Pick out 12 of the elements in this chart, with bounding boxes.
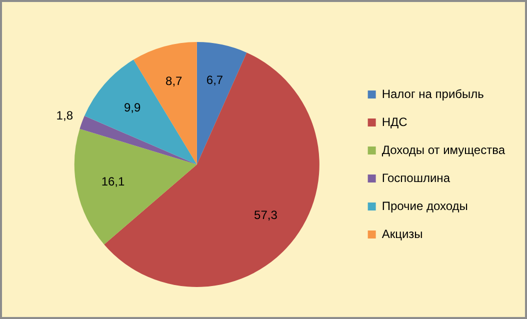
legend-label: Прочие доходы	[382, 198, 468, 213]
legend-label: Акцизы	[382, 226, 423, 241]
data-label: 16,1	[101, 174, 126, 189]
data-label: 1,8	[56, 108, 74, 122]
legend-label: Госпошлина	[382, 170, 450, 185]
legend-label: Налог на прибыль	[382, 86, 484, 101]
data-label: 6,7	[206, 72, 224, 87]
data-label: 9,9	[124, 100, 141, 114]
legend-label: Доходы от имущества	[382, 142, 506, 157]
legend-label: НДС	[382, 114, 408, 129]
data-label: 57,3	[254, 208, 278, 222]
data-label: 8,7	[166, 74, 183, 88]
